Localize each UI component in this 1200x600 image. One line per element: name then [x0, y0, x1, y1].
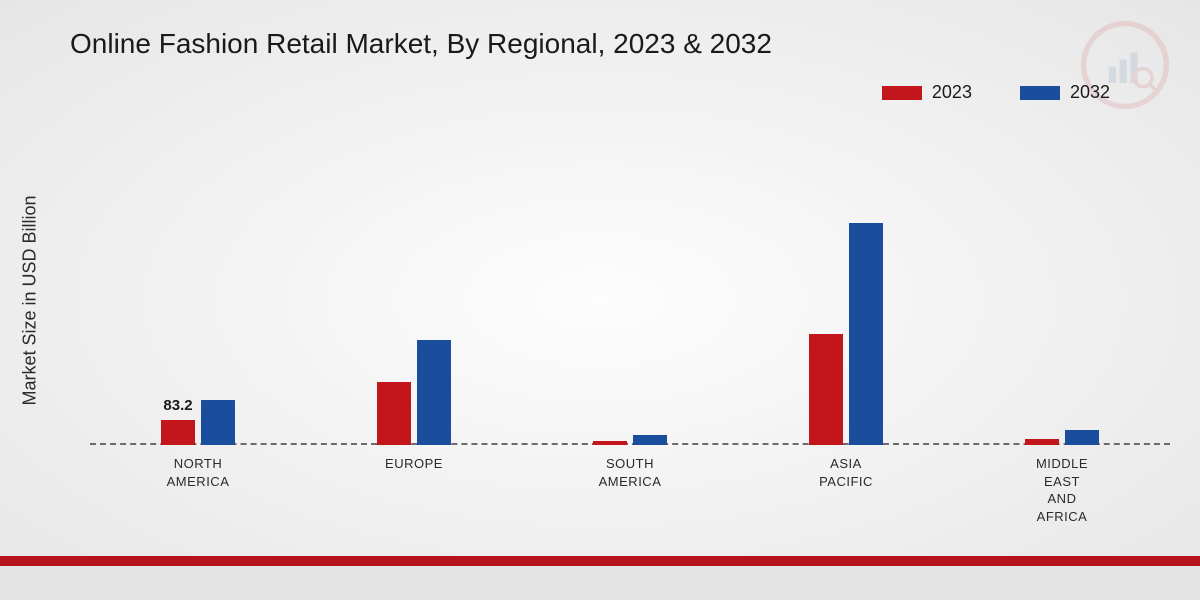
legend-item-2023: 2023 [882, 82, 972, 103]
category-label-mea: MIDDLE EAST AND AFRICA [1036, 455, 1088, 525]
bar-2032-north_america [201, 400, 235, 445]
bar-2023-europe [377, 382, 411, 445]
bar-2023-mea [1025, 439, 1059, 445]
legend-label-2032: 2032 [1070, 82, 1110, 103]
bar-2032-asia_pacific [849, 223, 883, 445]
bar-2023-asia_pacific [809, 334, 843, 445]
legend-swatch-2032 [1020, 86, 1060, 100]
plot-area: 83.2NORTH AMERICAEUROPESOUTH AMERICAASIA… [90, 145, 1170, 445]
bar-group-south_america [593, 435, 667, 446]
chart-title: Online Fashion Retail Market, By Regiona… [70, 28, 772, 60]
legend-item-2032: 2032 [1020, 82, 1110, 103]
category-label-europe: EUROPE [385, 455, 443, 473]
category-label-north_america: NORTH AMERICA [167, 455, 230, 490]
bar-group-europe [377, 340, 451, 445]
bar-2023-north_america [161, 420, 195, 445]
y-axis-label: Market Size in USD Billion [20, 195, 41, 405]
legend: 2023 2032 [882, 82, 1110, 103]
page: Online Fashion Retail Market, By Regiona… [0, 0, 1200, 600]
bar-value-2023-north_america: 83.2 [163, 397, 192, 414]
bar-group-asia_pacific [809, 223, 883, 445]
bar-group-mea [1025, 430, 1099, 445]
footer-grey-bar [0, 566, 1200, 600]
footer-accent-bar [0, 556, 1200, 566]
legend-label-2023: 2023 [932, 82, 972, 103]
bar-2023-south_america [593, 441, 627, 446]
bar-2032-europe [417, 340, 451, 445]
category-label-asia_pacific: ASIA PACIFIC [819, 455, 873, 490]
y-axis-label-wrap: Market Size in USD Billion [10, 0, 50, 600]
category-label-south_america: SOUTH AMERICA [599, 455, 662, 490]
bar-2032-mea [1065, 430, 1099, 445]
bar-2032-south_america [633, 435, 667, 446]
legend-swatch-2023 [882, 86, 922, 100]
